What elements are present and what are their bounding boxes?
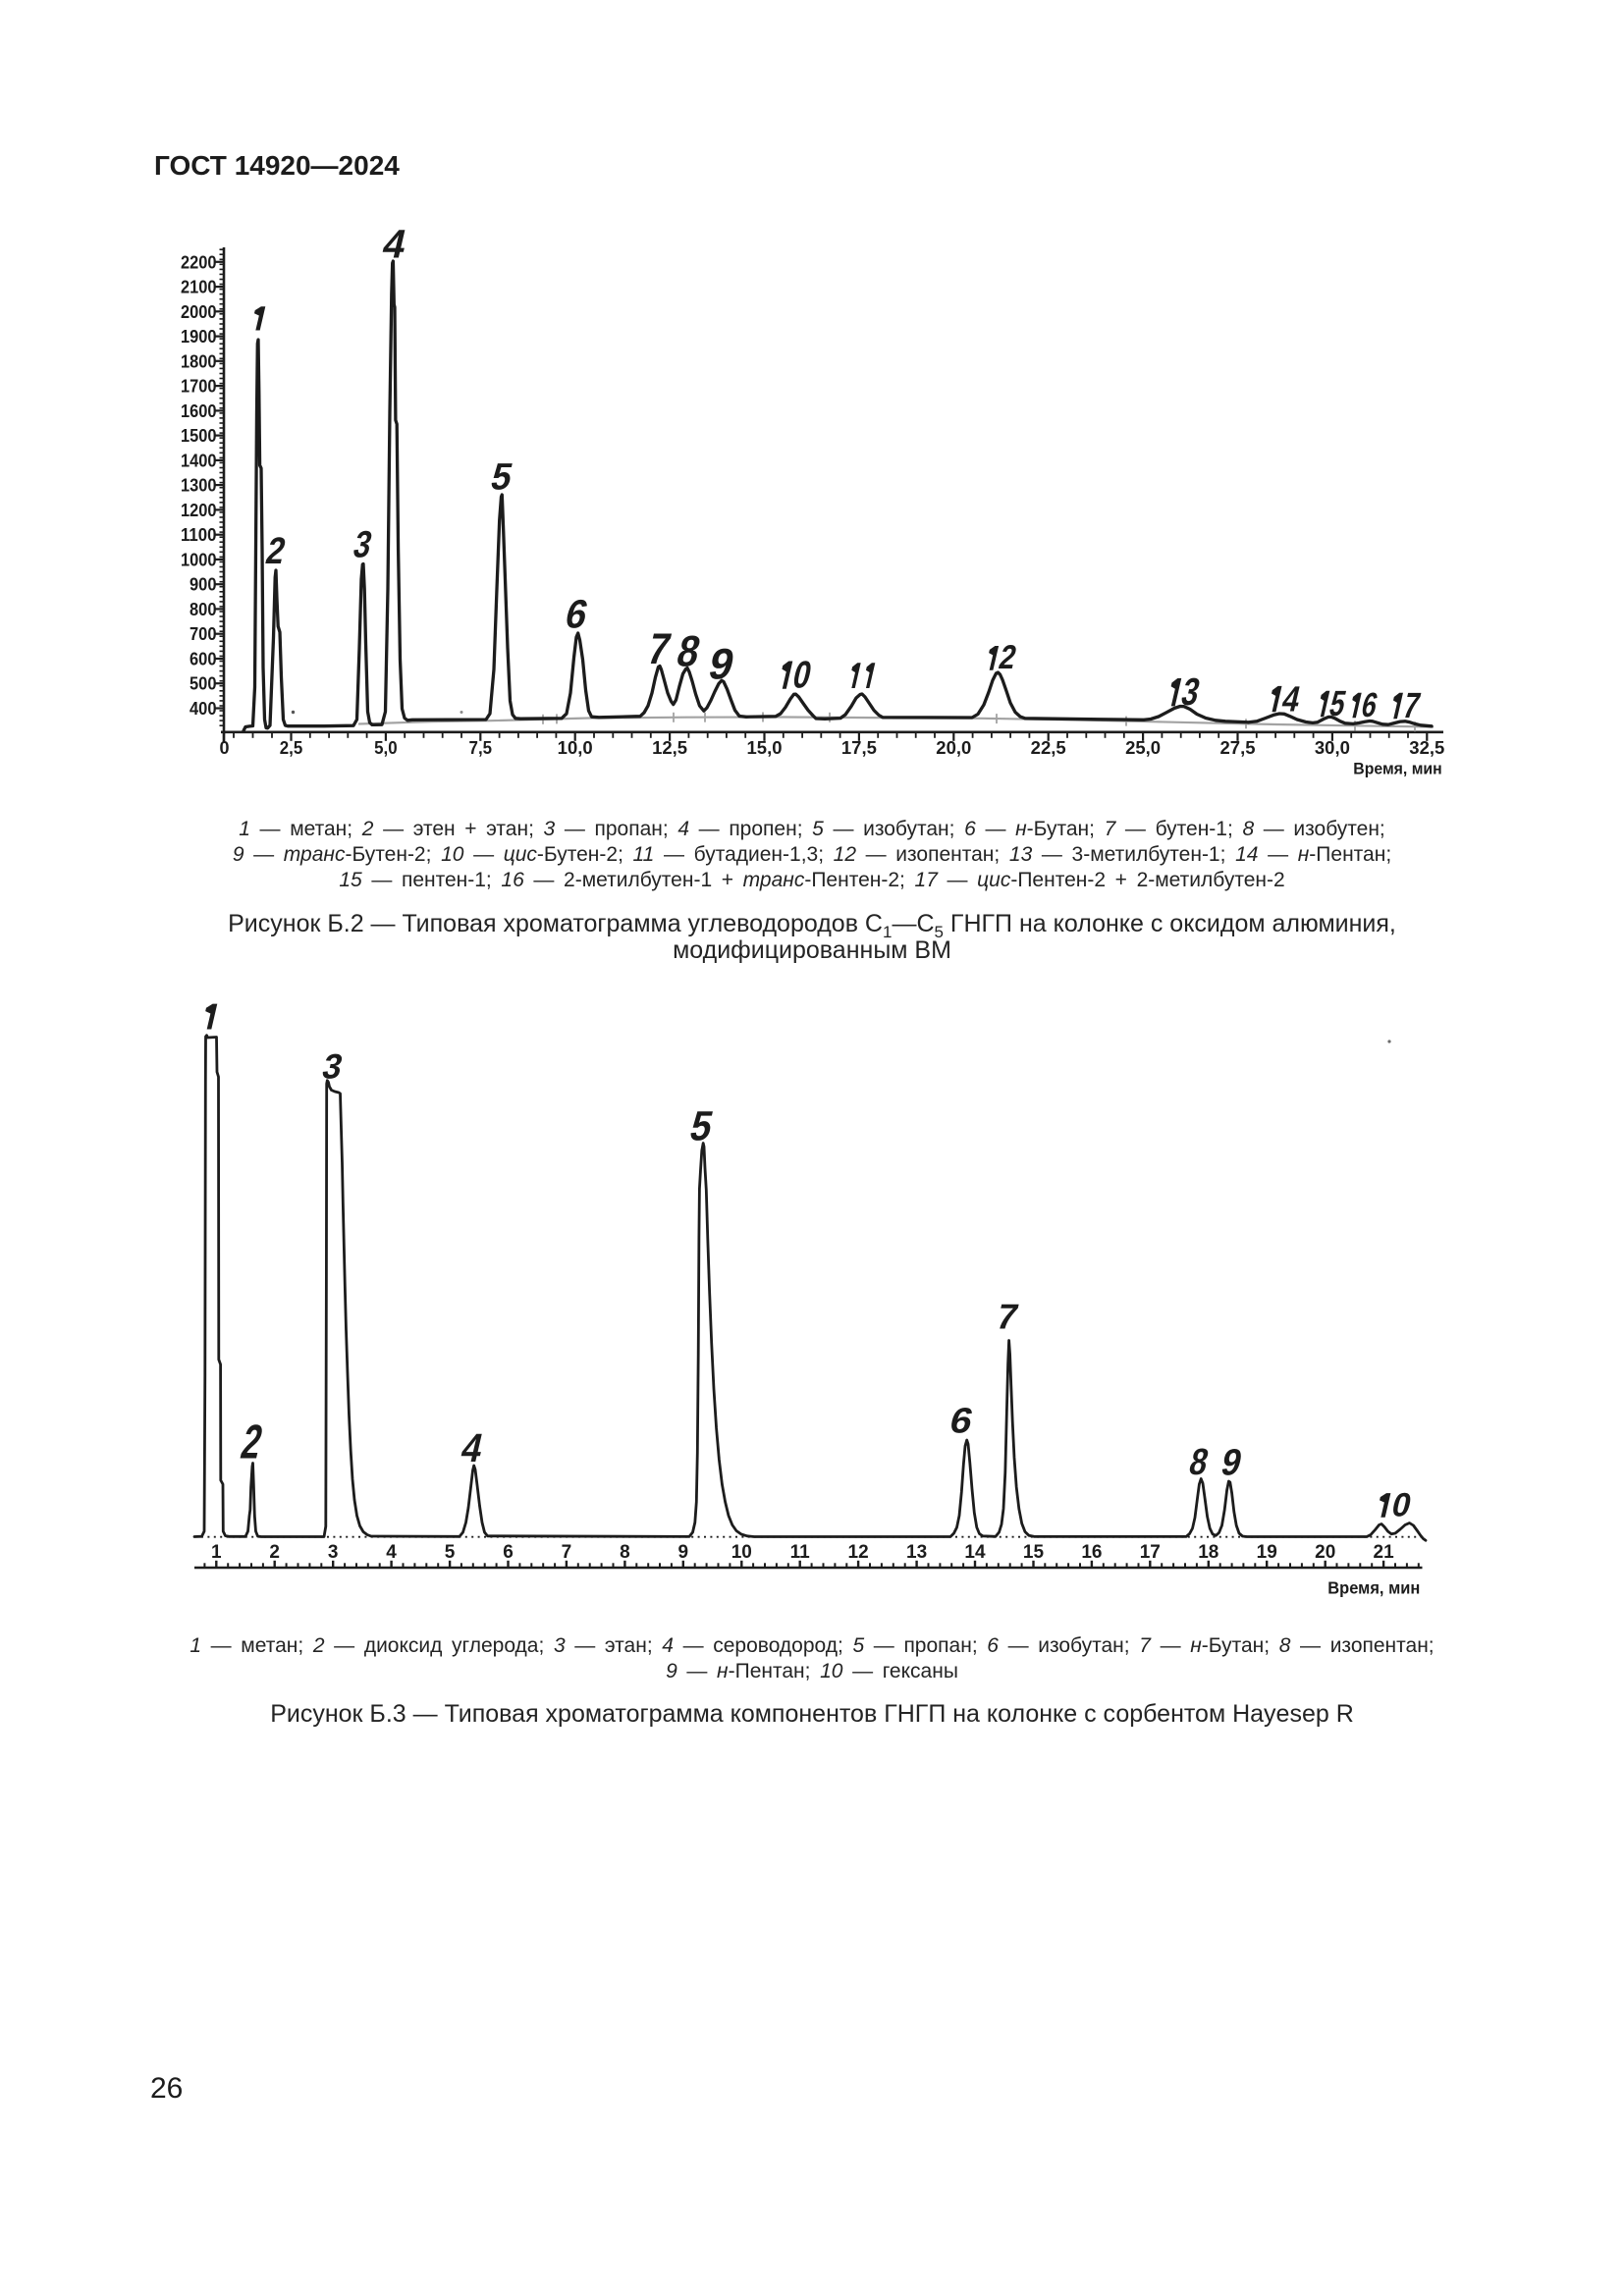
svg-text:9: 9 [678,1542,689,1563]
svg-text:5: 5 [487,456,516,498]
svg-text:1300: 1300 [181,476,217,496]
svg-text:6: 6 [503,1542,514,1563]
svg-text:8: 8 [1185,1441,1212,1482]
svg-text:17: 17 [1140,1542,1161,1563]
svg-text:2: 2 [237,1415,268,1468]
svg-text:1: 1 [211,1542,222,1563]
svg-text:14: 14 [964,1542,986,1563]
svg-text:15,0: 15,0 [747,738,783,758]
svg-text:1500: 1500 [181,426,217,446]
svg-text:7: 7 [643,624,676,673]
svg-text:4: 4 [379,221,411,266]
svg-text:20: 20 [1315,1542,1335,1563]
svg-text:600: 600 [189,650,217,669]
svg-text:500: 500 [189,674,217,694]
svg-text:9: 9 [704,639,739,688]
svg-text:12,5: 12,5 [652,738,687,758]
svg-text:5: 5 [1326,684,1349,723]
svg-text:16: 16 [1081,1542,1102,1563]
svg-text:4: 4 [458,1424,488,1469]
svg-text:18: 18 [1198,1542,1218,1563]
svg-text:0: 0 [1388,1487,1415,1524]
svg-text:3: 3 [1177,670,1204,713]
svg-text:15: 15 [1023,1542,1045,1563]
svg-text:Время, мин: Время, мин [1327,1578,1420,1598]
svg-text:5: 5 [445,1542,456,1563]
svg-text:1000: 1000 [181,550,217,569]
svg-text:0: 0 [219,738,229,758]
svg-text:1700: 1700 [181,377,217,397]
svg-text:21: 21 [1374,1542,1395,1563]
svg-text:6: 6 [1358,686,1381,724]
svg-text:1100: 1100 [181,525,217,545]
svg-text:8: 8 [620,1542,630,1563]
svg-text:9: 9 [1218,1442,1246,1483]
svg-text:22,5: 22,5 [1031,738,1066,758]
svg-text:2: 2 [262,530,290,571]
svg-text:17,5: 17,5 [841,738,877,758]
svg-text:10: 10 [731,1542,752,1563]
svg-text:1800: 1800 [181,351,217,371]
svg-text:25,0: 25,0 [1125,738,1161,758]
svg-text:800: 800 [189,600,217,619]
svg-text:900: 900 [189,575,217,595]
svg-text:32,5: 32,5 [1409,738,1444,758]
svg-text:5: 5 [685,1103,717,1149]
svg-text:1200: 1200 [181,501,217,520]
svg-text:13: 13 [906,1542,927,1563]
svg-text:6: 6 [562,591,593,636]
svg-text:11: 11 [790,1542,811,1563]
svg-text:700: 700 [189,624,217,644]
svg-text:4: 4 [386,1542,397,1563]
svg-text:400: 400 [189,699,217,719]
svg-text:2100: 2100 [181,278,217,297]
svg-text:3: 3 [350,524,376,565]
svg-text:3: 3 [319,1046,347,1086]
svg-text:3: 3 [328,1542,339,1563]
svg-text:2,5: 2,5 [280,738,303,758]
svg-text:5,0: 5,0 [374,738,398,758]
svg-text:Время, мин: Время, мин [1353,760,1442,778]
svg-text:30,0: 30,0 [1315,738,1350,758]
svg-text:6: 6 [947,1401,977,1440]
svg-text:2000: 2000 [181,302,217,322]
svg-text:1600: 1600 [181,401,217,421]
svg-text:2: 2 [269,1542,280,1563]
svg-text:27,5: 27,5 [1220,738,1256,758]
svg-text:12: 12 [848,1542,869,1563]
svg-text:1400: 1400 [181,451,217,470]
svg-text:0: 0 [788,654,815,696]
svg-text:4: 4 [1278,679,1304,719]
svg-text:2: 2 [996,640,1020,677]
svg-text:19: 19 [1257,1542,1277,1563]
svg-text:10,0: 10,0 [558,738,593,758]
svg-text:7: 7 [993,1297,1022,1336]
svg-text:1900: 1900 [181,327,217,347]
svg-text:8: 8 [673,626,705,675]
svg-text:2200: 2200 [181,252,217,272]
svg-text:7,5: 7,5 [469,738,493,758]
svg-text:7: 7 [562,1542,572,1563]
svg-text:7: 7 [1399,686,1424,725]
svg-text:20,0: 20,0 [936,738,971,758]
